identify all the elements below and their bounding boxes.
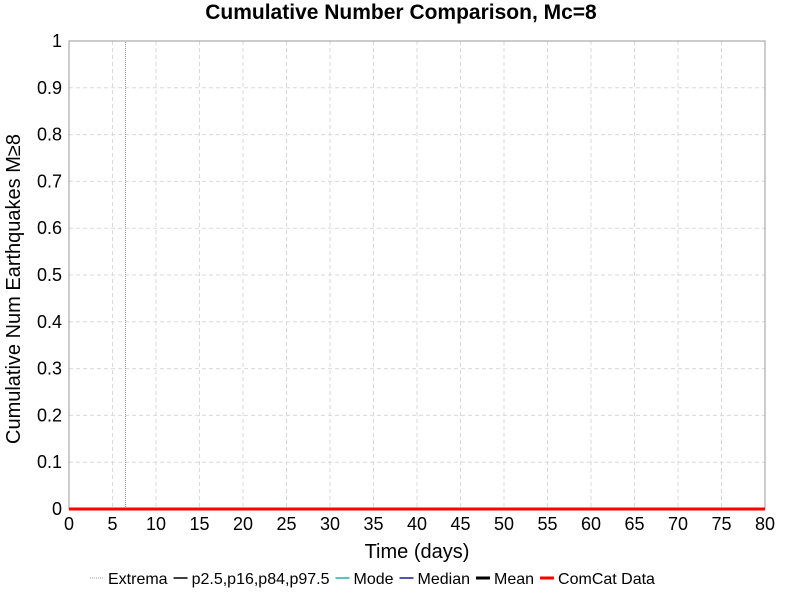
x-tick-label: 45: [450, 514, 470, 534]
x-tick-label: 55: [537, 514, 557, 534]
x-tick-label: 30: [320, 514, 340, 534]
y-tick-label: 0.4: [37, 312, 62, 332]
y-tick-label: 0.7: [37, 171, 62, 191]
legend-label: p2.5,p16,p84,p97.5: [192, 571, 330, 588]
x-axis-ticks: 0 5 10 15 20 25 30 35 40 45 50 55 60 65 70 75 80: [64, 514, 775, 534]
chart-title: Cumulative Number Comparison, Mc=8: [205, 1, 597, 24]
grid-layer: [68, 40, 766, 510]
y-tick-label: 0.3: [37, 359, 62, 379]
legend-label: Extrema: [108, 571, 168, 588]
x-tick-label: 0: [64, 514, 74, 534]
legend-label: ComCat Data: [558, 571, 655, 588]
legend-label: Median: [418, 571, 470, 588]
x-tick-label: 70: [668, 514, 688, 534]
y-tick-label: 0.1: [37, 452, 62, 472]
y-tick-label: 0.8: [37, 125, 62, 145]
y-axis-label: Cumulative Num Earthquakes M≥8: [3, 134, 25, 444]
x-axis-label: Time (days): [365, 541, 470, 563]
y-tick-label: 1: [52, 31, 62, 51]
x-tick-label: 15: [189, 514, 209, 534]
x-tick-label: 50: [494, 514, 514, 534]
legend-label: Mean: [494, 571, 534, 588]
y-tick-label: 0: [52, 499, 62, 519]
x-tick-label: 65: [624, 514, 644, 534]
x-tick-label: 25: [276, 514, 296, 534]
legend: Extrema p2.5,p16,p84,p97.5 Mode Median Mean C…: [90, 571, 655, 588]
x-tick-label: 40: [407, 514, 427, 534]
x-tick-label: 35: [363, 514, 383, 534]
legend-label: Mode: [353, 571, 393, 588]
x-tick-label: 80: [755, 514, 775, 534]
series-layer: [69, 41, 765, 511]
x-tick-label: 5: [107, 514, 117, 534]
x-tick-label: 75: [711, 514, 731, 534]
x-tick-label: 60: [581, 514, 601, 534]
y-tick-label: 0.9: [37, 78, 62, 98]
y-axis-ticks: 0 0.1 0.2 0.3 0.4 0.5 0.6 0.7 0.8 0.9 1: [37, 31, 62, 519]
y-tick-label: 0.2: [37, 405, 62, 425]
x-tick-label: 20: [233, 514, 253, 534]
x-tick-label: 10: [146, 514, 166, 534]
y-tick-label: 0.5: [37, 265, 62, 285]
y-tick-label: 0.6: [37, 218, 62, 238]
